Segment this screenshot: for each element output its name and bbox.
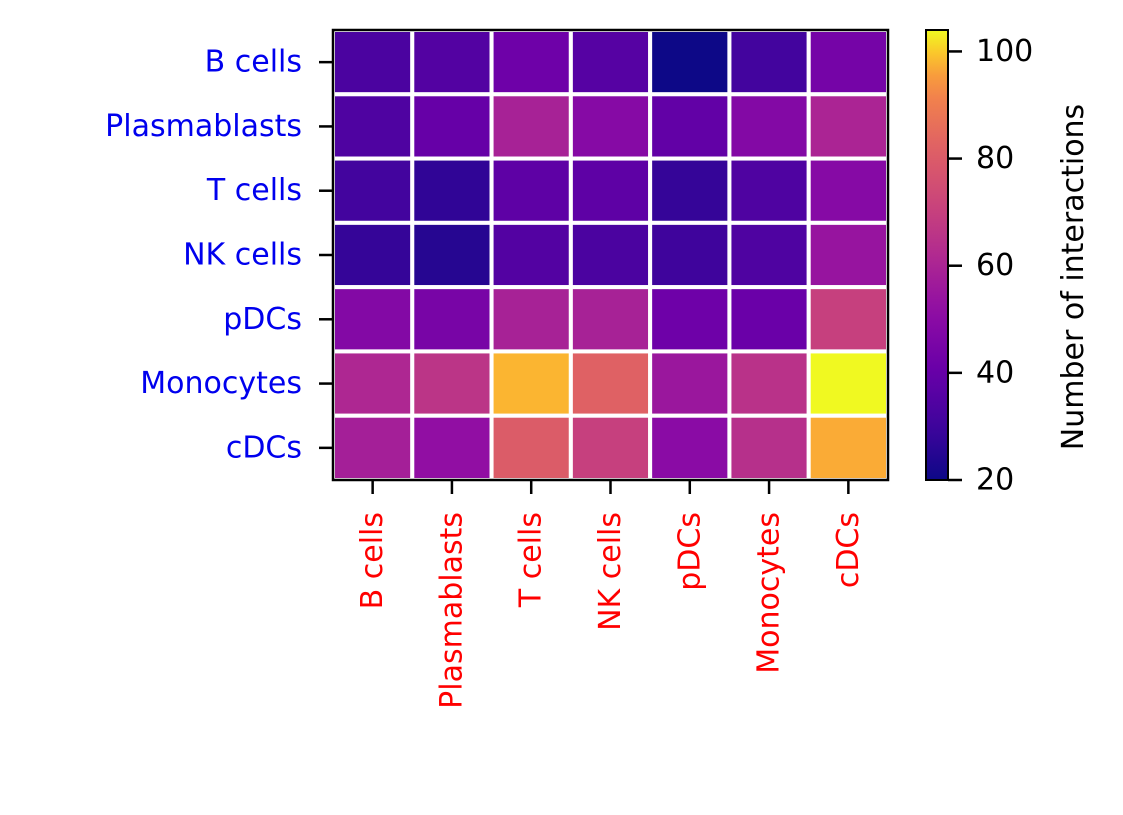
heatmap-cell [568,92,653,161]
heatmap-cell [568,220,653,290]
heatmap-cell [806,92,891,161]
heatmap-cell [806,28,891,97]
heatmap-cell [727,413,811,483]
colorbar-ticks: 20 40 60 80 100 [948,34,1033,498]
colorbar: 20 40 60 80 100 Number of interactions [925,29,1091,498]
column-tick-label: pDCs [672,512,707,591]
heatmap-cell [648,156,732,225]
row-tick-label: cDCs [226,430,302,465]
column-tick-label: Plasmablasts [434,512,469,709]
colorbar-tick-label: 60 [976,248,1014,283]
heatmap-cell [489,349,573,418]
column-tick-label: cDCs [831,512,866,588]
row-tick-label: Monocytes [140,366,302,401]
heatmap-cell [489,220,573,290]
heatmap-cell [648,28,732,97]
heatmap-cell [410,92,494,161]
heatmap-cell [568,349,653,418]
colorbar-gradient [926,30,948,480]
heatmap-cell [806,349,891,418]
heatmap-cell [806,285,891,354]
row-tick-label: B cells [205,45,302,80]
heatmap-cell [568,413,653,483]
heatmap-cell [727,285,811,354]
heatmap-cell [331,28,415,97]
heatmap-cell [489,28,573,97]
column-tick-label: T cells [514,512,549,608]
heatmap-cell [410,28,494,97]
heatmap-cell [410,413,494,483]
column-tick-labels: B cells Plasmablasts T cells NK cells pDCs Mo… [355,480,866,709]
heatmap-cell [648,413,732,483]
heatmap-cell [806,156,891,225]
heatmap-cell [568,28,653,97]
heatmap-cell [489,285,573,354]
column-tick-label: NK cells [593,512,628,631]
heatmap-cell [331,285,415,354]
heatmap-cell [489,156,573,225]
heatmap-cell [489,92,573,161]
row-tick-label: pDCs [223,302,302,337]
row-tick-label: T cells [206,173,302,208]
heatmap-cell [410,349,494,418]
heatmap-cell [648,285,732,354]
heatmap-cell [648,220,732,290]
heatmap-cell [648,349,732,418]
heatmap-cell [489,413,573,483]
colorbar-frame [925,29,949,481]
heatmap-cell [410,220,494,290]
heatmap-cell [806,220,891,290]
row-tick-labels: B cells Plasmablasts T cells NK cells pDCs Mo… [105,45,333,465]
colorbar-tick-label: 40 [976,355,1014,390]
heatmap-cell [568,285,653,354]
colorbar-tick-label: 100 [976,34,1033,69]
heatmap-cell [331,220,415,290]
heatmap-cells [331,28,891,483]
heatmap-cell [331,92,415,161]
row-tick-label: Plasmablasts [105,109,302,144]
column-tick-label: Monocytes [752,512,787,674]
heatmap-cell [568,156,653,225]
colorbar-label: Number of interactions [1056,104,1091,450]
heatmap-cell [727,92,811,161]
row-tick-label: NK cells [183,238,302,273]
heatmap-cell [727,349,811,418]
heatmap-cell [331,413,415,483]
heatmap-cell [806,413,891,483]
heatmap-cell [727,28,811,97]
heatmap-cell [648,92,732,161]
heatmap-cell [410,156,494,225]
colorbar-tick-label: 20 [976,463,1014,498]
heatmap-cell [410,285,494,354]
heatmap-cell [727,156,811,225]
heatmap-cell [331,156,415,225]
colorbar-tick-label: 80 [976,141,1014,176]
heatmap-cell [727,220,811,290]
heatmap-cell [331,349,415,418]
column-tick-label: B cells [355,512,390,609]
